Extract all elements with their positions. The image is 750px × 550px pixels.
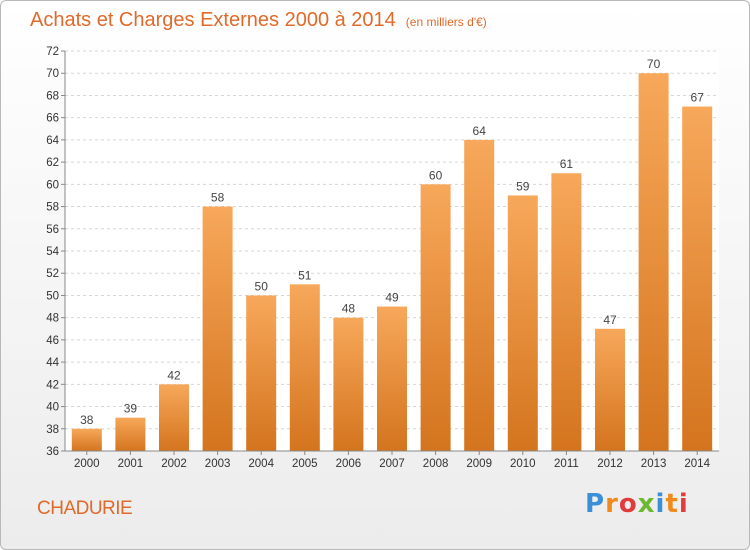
x-tick-label: 2013 (641, 458, 667, 470)
x-tick-label: 2008 (423, 458, 449, 470)
y-tick-label: 64 (46, 135, 59, 147)
y-tick-label: 36 (46, 446, 59, 458)
x-tick-label: 2001 (118, 458, 144, 470)
data-label: 50 (255, 279, 269, 293)
bars (71, 73, 713, 452)
y-tick-label: 62 (46, 157, 59, 169)
data-label: 67 (691, 91, 705, 105)
bar-2002 (159, 384, 189, 451)
location-name: CHADURIE (37, 498, 133, 519)
bar-2005 (289, 284, 320, 451)
y-tick-label: 48 (46, 313, 59, 325)
y-tick-label: 68 (46, 90, 59, 102)
x-tick-label: 2000 (74, 458, 100, 470)
bar-2011 (551, 173, 582, 451)
x-tick-label: 2002 (161, 458, 187, 470)
x-axis-ticks: 2000 2001 2002 2003 2004 2005 2006 2007 2008 2009… (74, 451, 711, 470)
y-tick-label: 50 (46, 290, 59, 302)
x-tick-label: 2004 (248, 458, 274, 470)
data-label: 59 (516, 179, 530, 193)
data-label: 47 (603, 313, 617, 327)
data-labels: 38 39 42 58 50 51 48 49 60 64 59 61 47 70 67 (80, 57, 704, 427)
data-label: 49 (385, 291, 399, 305)
x-tick-label: 2006 (336, 458, 362, 470)
y-tick-label: 72 (46, 46, 59, 58)
data-label: 51 (298, 268, 312, 282)
bar-2012 (595, 328, 625, 451)
bar-2008 (420, 184, 451, 452)
data-label: 61 (560, 157, 574, 171)
y-tick-label: 42 (46, 379, 59, 391)
y-tick-label: 46 (46, 335, 59, 347)
logo-letter: x (637, 489, 656, 519)
bar-2004 (246, 295, 277, 451)
bar-2000 (71, 428, 102, 451)
x-tick-label: 2005 (292, 458, 318, 470)
bar-2003 (202, 206, 233, 451)
y-tick-label: 66 (46, 113, 59, 125)
x-tick-label: 2007 (379, 458, 405, 470)
bar-2009 (464, 139, 495, 451)
data-label: 60 (429, 168, 443, 182)
title-text: Achats et Charges Externes 2000 à 2014 (30, 9, 396, 31)
logo-letter: i (678, 489, 689, 519)
logo-letter: i (655, 489, 666, 519)
y-tick-label: 54 (46, 246, 59, 258)
bar-2014 (682, 106, 713, 452)
x-tick-label: 2003 (205, 458, 231, 470)
bar-2001 (115, 417, 146, 451)
chart-title: Achats et Charges Externes 2000 à 2014 (e… (30, 9, 487, 32)
logo-letter: o (618, 489, 638, 519)
y-tick-label: 52 (46, 268, 59, 280)
data-label: 64 (473, 124, 487, 138)
data-label: 38 (80, 413, 94, 427)
data-label: 48 (342, 302, 356, 316)
bar-2006 (333, 317, 364, 451)
logo-letter: P (585, 489, 606, 519)
chart-subtitle: (en milliers d'€) (405, 15, 487, 29)
y-tick-label: 56 (46, 224, 59, 236)
data-label: 58 (211, 191, 225, 205)
logo-letter: t (665, 489, 679, 519)
y-tick-label: 40 (46, 402, 59, 414)
bar-2010 (507, 195, 538, 451)
x-tick-label: 2011 (554, 458, 579, 470)
logo-letter: r (605, 489, 619, 519)
y-tick-label: 44 (46, 357, 59, 369)
x-tick-label: 2009 (466, 458, 492, 470)
y-tick-label: 38 (46, 424, 59, 436)
data-label: 42 (167, 368, 181, 382)
y-tick-label: 58 (46, 202, 59, 214)
y-tick-label: 60 (46, 179, 59, 191)
proxiti-logo: Proxiti (585, 489, 689, 519)
bar-2013 (638, 73, 669, 451)
x-tick-label: 2012 (597, 458, 623, 470)
x-tick-label: 2010 (510, 458, 536, 470)
data-label: 39 (124, 402, 138, 416)
bar-2007 (377, 306, 407, 451)
data-label: 70 (647, 57, 661, 71)
x-tick-label: 2014 (684, 458, 710, 470)
y-tick-label: 70 (46, 68, 59, 80)
